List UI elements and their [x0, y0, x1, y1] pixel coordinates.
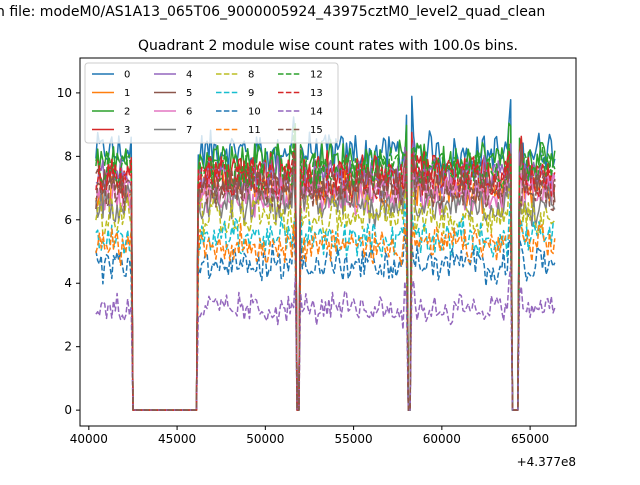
y-tick-label: 8	[64, 149, 72, 163]
legend-label-0: 0	[124, 70, 130, 81]
chart-title: Quadrant 2 module wise count rates with …	[138, 38, 518, 54]
legend-label-1: 1	[124, 88, 130, 99]
legend-label-4: 4	[186, 70, 192, 81]
legend-label-10: 10	[248, 107, 261, 118]
legend-label-7: 7	[186, 125, 192, 136]
x-offset-label: +4.377e8	[517, 455, 576, 469]
legend-frame	[84, 62, 339, 144]
y-tick-label: 4	[64, 276, 72, 290]
legend-label-11: 11	[248, 125, 261, 136]
legend-label-9: 9	[248, 88, 254, 99]
x-tick-label: 65000	[511, 432, 549, 446]
series-line-10	[95, 227, 556, 411]
series-line-13	[95, 150, 556, 411]
legend-label-5: 5	[186, 88, 192, 99]
legend-label-14: 14	[310, 107, 323, 118]
legend-label-12: 12	[310, 70, 323, 81]
x-tick-label: 60000	[423, 432, 461, 446]
x-tick-label: 40000	[70, 432, 108, 446]
y-tick-label: 0	[64, 403, 72, 417]
legend-label-3: 3	[124, 125, 130, 136]
x-axis: 40000 45000 50000 55000 60000 65000	[70, 426, 549, 446]
series-line-9	[95, 192, 556, 411]
y-axis: 0 2 4 6 8 10	[57, 86, 80, 417]
figure-suptitle: n file: modeM0/AS1A13_065T06_9000005924_…	[0, 4, 545, 20]
plot-frame	[79, 57, 577, 427]
legend-label-6: 6	[186, 107, 192, 118]
legend-label-13: 13	[310, 88, 323, 99]
y-tick-label: 6	[64, 213, 72, 227]
legend-label-8: 8	[248, 70, 254, 81]
x-tick-label: 45000	[158, 432, 196, 446]
legend-label-15: 15	[310, 125, 323, 136]
series-line-15	[95, 149, 556, 411]
y-tick-label: 10	[57, 86, 72, 100]
series-group	[95, 95, 556, 411]
legend-label-2: 2	[124, 107, 130, 118]
x-tick-label: 50000	[246, 432, 284, 446]
y-tick-label: 2	[64, 340, 72, 354]
x-tick-label: 55000	[335, 432, 373, 446]
series-line-14	[95, 265, 556, 411]
